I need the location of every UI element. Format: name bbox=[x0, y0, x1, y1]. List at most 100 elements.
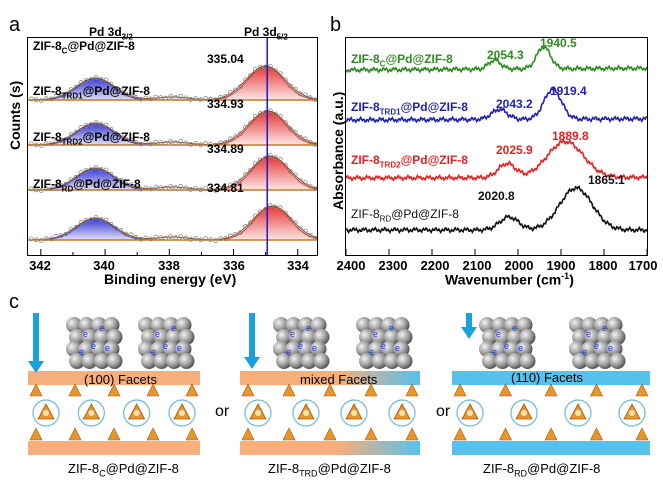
xps-data-point bbox=[58, 183, 64, 188]
facet-bar-bottom bbox=[452, 441, 650, 455]
electron-label: e bbox=[155, 329, 160, 339]
zn-center bbox=[575, 410, 581, 416]
zn-center bbox=[255, 410, 261, 416]
xps-data-point bbox=[178, 233, 184, 239]
pd-atom bbox=[606, 341, 623, 357]
xps-data-point bbox=[183, 235, 189, 241]
xps-data-point bbox=[73, 174, 79, 180]
xps-data-point bbox=[138, 236, 144, 242]
xps-value-1: 335.04 bbox=[207, 52, 244, 66]
ir-chart bbox=[346, 44, 647, 255]
zn-center bbox=[303, 410, 309, 416]
pd-atom bbox=[66, 341, 82, 357]
xps-curve-name-1: ZIF-8C@Pd@ZIF-8 bbox=[33, 39, 135, 56]
xps-data-point bbox=[33, 237, 39, 243]
xps-data-point bbox=[43, 186, 49, 192]
pd-atom bbox=[606, 317, 623, 333]
ir-xtick-2200: 2200 bbox=[420, 258, 450, 273]
xps-data-point bbox=[123, 136, 129, 142]
xps-data-point bbox=[302, 180, 308, 186]
xps-data-point bbox=[98, 77, 104, 82]
xps-xlabel: Binding energy (eV) bbox=[104, 271, 237, 287]
zn-tetrahedron-edge bbox=[107, 383, 121, 397]
pd-atom bbox=[494, 353, 511, 369]
facet-label-1: (100) Facets bbox=[84, 372, 157, 387]
zn-center bbox=[88, 410, 95, 416]
xps-data-point bbox=[208, 96, 214, 102]
xps-data-point bbox=[208, 142, 214, 147]
ir-xtick-2000: 2000 bbox=[504, 258, 534, 273]
zn-tetrahedron-edge bbox=[241, 383, 255, 397]
xps-data-point bbox=[267, 64, 273, 69]
xps-data-point bbox=[198, 237, 204, 243]
zn-tetrahedron-edge bbox=[282, 427, 296, 441]
pd-atom bbox=[584, 329, 601, 345]
pd-atom bbox=[175, 317, 192, 333]
zn-tetrahedron-edge bbox=[635, 383, 649, 397]
pd-atom bbox=[594, 317, 610, 333]
xps-data-point bbox=[118, 227, 124, 233]
xps-data-point bbox=[128, 92, 134, 98]
xps-data-point bbox=[307, 139, 313, 145]
zn-tetrahedron-edge bbox=[544, 383, 558, 397]
xps-data-point bbox=[113, 226, 119, 231]
xps-data-point bbox=[38, 188, 44, 194]
xps-data-point bbox=[113, 86, 119, 91]
xps-data-point bbox=[297, 134, 303, 140]
pd-atom bbox=[519, 353, 536, 369]
xps-data-point bbox=[188, 142, 194, 147]
pd-atom bbox=[482, 353, 498, 369]
xps-data-point bbox=[128, 182, 134, 188]
xps-data-point bbox=[153, 94, 159, 100]
xps-data-point bbox=[128, 137, 134, 143]
electron-label: e bbox=[171, 323, 176, 333]
xps-data-point bbox=[113, 176, 119, 181]
linker-ring bbox=[618, 399, 646, 427]
pd-atom bbox=[504, 341, 520, 357]
xps-data-point bbox=[33, 187, 39, 193]
xps-data-point bbox=[213, 97, 219, 103]
ir-xtick-2100: 2100 bbox=[462, 258, 492, 273]
pd-atom bbox=[569, 317, 585, 333]
pd-atom bbox=[141, 353, 157, 369]
xps-data-point bbox=[58, 233, 64, 238]
zn-tetrahedron-edge bbox=[68, 427, 82, 441]
xps-data-point bbox=[98, 122, 104, 127]
pd-atom bbox=[313, 353, 330, 369]
panel-a-ylabel: Counts (s) bbox=[7, 80, 23, 150]
xps-data-point bbox=[248, 220, 253, 226]
ir-name-3: ZIF-8TRD2@Pd@ZIF-8 bbox=[351, 153, 468, 170]
xps-data-point bbox=[257, 157, 263, 163]
electron-label: e bbox=[79, 347, 84, 357]
linker-ring bbox=[388, 399, 416, 427]
pd-atom bbox=[301, 353, 317, 369]
xps-data-point bbox=[33, 97, 39, 103]
zn-tetrahedron-edge bbox=[146, 427, 160, 441]
xps-data-point bbox=[233, 87, 238, 93]
xps-data-point bbox=[28, 186, 34, 192]
xps-data-point bbox=[193, 235, 199, 241]
pd-atom bbox=[273, 317, 289, 333]
electron-label: e bbox=[99, 323, 104, 333]
pd-atom bbox=[371, 353, 388, 369]
xps-data-point bbox=[143, 95, 149, 101]
xps-data-point bbox=[208, 237, 214, 243]
pd-atom bbox=[91, 317, 107, 333]
xps-xtick-334: 334 bbox=[287, 258, 309, 273]
pd-atom bbox=[103, 317, 120, 333]
pd-atom bbox=[516, 341, 533, 357]
xps-data-point bbox=[63, 231, 69, 237]
ir-xlabel: Wavenumber (cm-1) bbox=[445, 271, 574, 288]
xps-data-point bbox=[68, 177, 74, 183]
xps-data-point bbox=[277, 205, 283, 211]
ir-peak1-2: 2043.2 bbox=[496, 97, 533, 111]
pd-atom bbox=[371, 329, 388, 345]
xps-data-point bbox=[158, 95, 164, 100]
xps-data-point bbox=[248, 167, 253, 173]
pd-atom bbox=[141, 329, 157, 345]
xps-data-point bbox=[168, 139, 174, 144]
xps-chart bbox=[28, 38, 317, 255]
zn-center bbox=[179, 410, 185, 416]
xps-data-point bbox=[183, 95, 189, 101]
xps-data-point bbox=[252, 161, 258, 166]
